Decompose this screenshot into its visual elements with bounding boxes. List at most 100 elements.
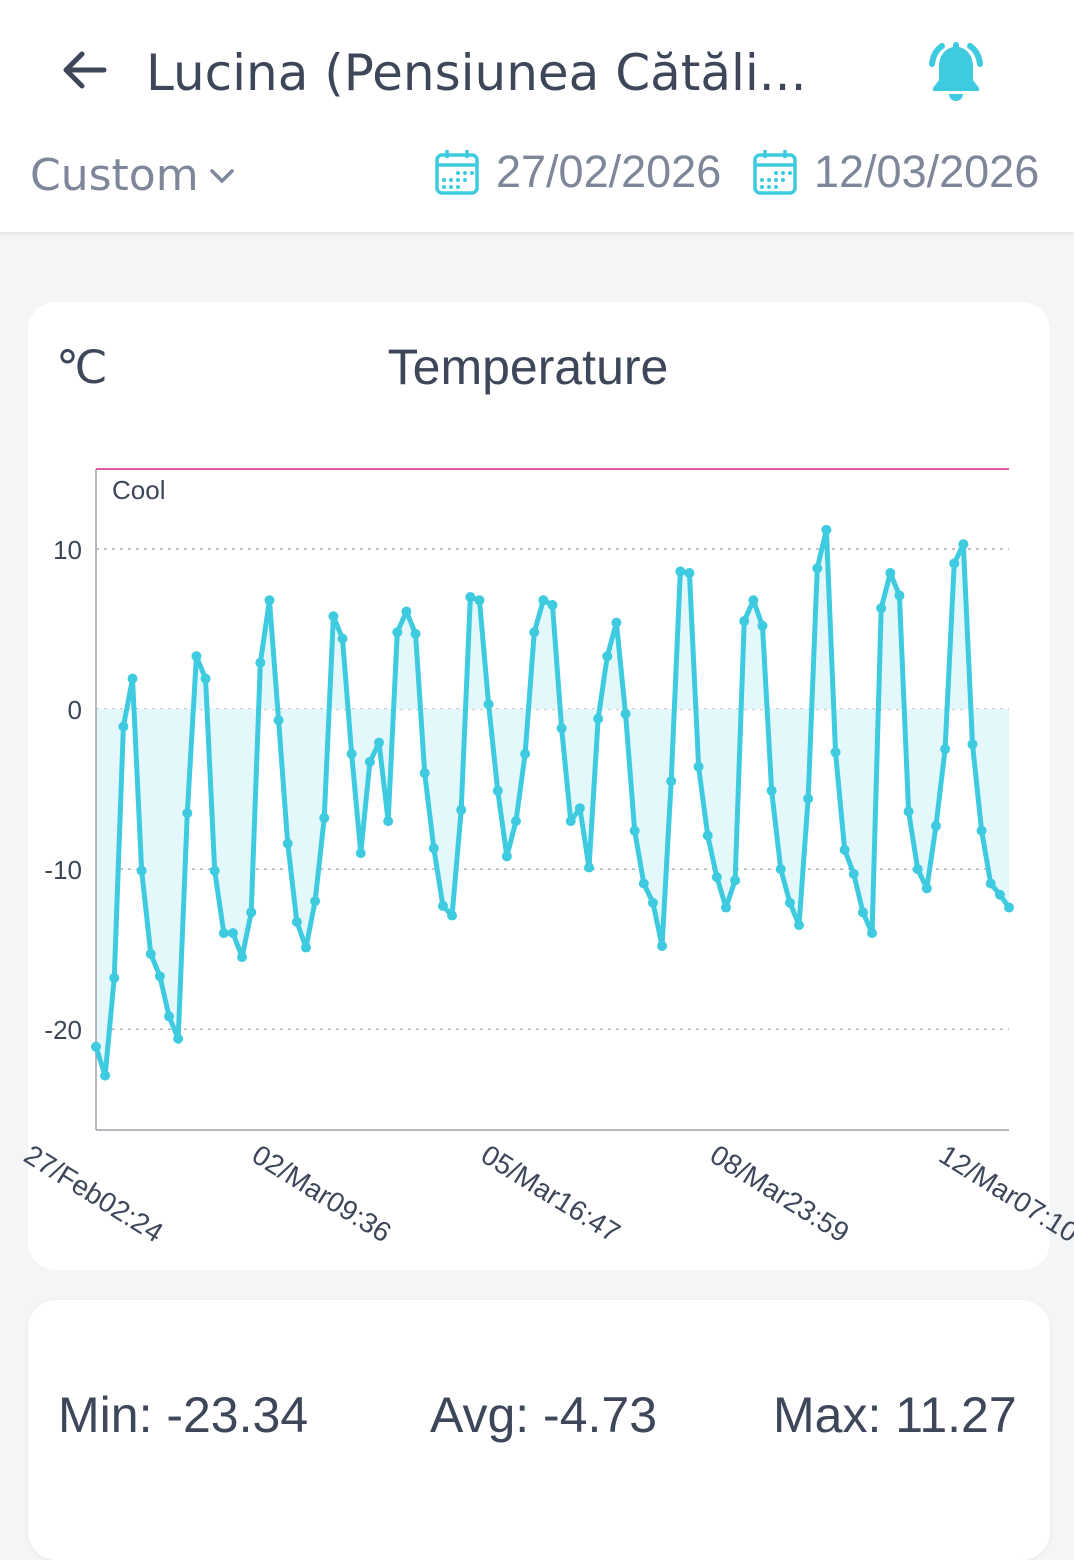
data-point (812, 563, 823, 574)
x-tick-label: 05/Mar16:47 (476, 1139, 626, 1249)
data-point (136, 865, 147, 876)
data-point (611, 617, 622, 628)
data-point (474, 595, 485, 606)
data-point (693, 761, 704, 772)
chevron-down-icon (209, 168, 234, 183)
data-point (921, 883, 932, 894)
data-point (291, 916, 302, 927)
data-point (520, 748, 531, 759)
y-tick-label: 10 (53, 535, 82, 565)
data-point (428, 843, 439, 854)
data-point (483, 699, 494, 710)
calendar-icon (435, 150, 479, 195)
data-point (584, 862, 595, 873)
data-point (629, 825, 640, 836)
temperature-chart[interactable]: 10 0 -10 -20 Cool 27/Feb02:24 02/Mar09:36 05/Ma… (0, 440, 1074, 1260)
data-point (191, 651, 202, 662)
data-point (200, 673, 211, 684)
data-point (127, 673, 138, 684)
data-point (930, 820, 941, 831)
data-point (374, 737, 385, 748)
calendar-icon (753, 150, 797, 195)
data-point (784, 897, 795, 908)
data-point (666, 776, 677, 787)
data-point (976, 825, 987, 836)
data-point (848, 868, 859, 879)
end-date-picker[interactable]: 12/03/2026 (752, 146, 1039, 198)
data-point (912, 864, 923, 875)
data-point (255, 657, 266, 668)
data-point (593, 713, 604, 724)
data-point (392, 627, 403, 638)
data-point (501, 851, 512, 862)
data-point (794, 920, 805, 931)
data-point (401, 606, 412, 617)
data-point (364, 756, 375, 767)
data-point (246, 907, 257, 918)
data-point (711, 872, 722, 883)
data-point (602, 651, 613, 662)
area-fill (96, 529, 1009, 1076)
stat-max: Max: 11.27 (773, 1387, 1017, 1443)
data-point (145, 948, 156, 959)
data-point (994, 889, 1005, 900)
alarm-button[interactable] (918, 34, 994, 110)
data-point (867, 928, 878, 939)
data-point (985, 878, 996, 889)
data-point (885, 568, 896, 579)
data-point (775, 864, 786, 875)
data-point (154, 971, 165, 982)
data-point (830, 747, 841, 758)
data-point (447, 910, 458, 921)
data-point (821, 524, 832, 535)
data-point (684, 568, 695, 579)
x-tick-label: 02/Mar09:36 (247, 1139, 397, 1249)
page-title: Lucina (Pensiunea Cătăli... (146, 44, 807, 102)
data-point (237, 952, 248, 963)
data-point (620, 708, 631, 719)
start-date-picker[interactable]: 27/02/2026 (434, 146, 721, 198)
data-point (638, 878, 649, 889)
data-point (958, 539, 969, 550)
data-point (730, 875, 741, 886)
y-axis-unit: ℃ (56, 341, 108, 393)
data-point (346, 748, 357, 759)
y-tick-label: -20 (44, 1015, 82, 1045)
data-point (273, 715, 284, 726)
data-point (876, 603, 887, 614)
data-point (675, 566, 686, 577)
data-point (164, 1011, 175, 1022)
app-header: Lucina (Pensiunea Cătăli... Custom 27/02… (0, 0, 1074, 232)
data-point (456, 804, 467, 815)
data-point (109, 972, 120, 983)
range-label: Custom (30, 150, 199, 201)
data-point (657, 940, 668, 951)
data-point (410, 628, 421, 639)
data-point (949, 558, 960, 569)
arrow-left-icon (63, 51, 107, 89)
x-tick-label: 27/Feb02:24 (19, 1139, 169, 1249)
data-point (319, 812, 330, 823)
data-point (100, 1070, 111, 1081)
data-point (118, 721, 129, 732)
start-date: 27/02/2026 (496, 146, 722, 197)
data-point (492, 785, 503, 796)
data-point (647, 897, 658, 908)
data-point (300, 942, 311, 953)
data-point (720, 902, 731, 913)
data-point (556, 723, 567, 734)
data-point (839, 844, 850, 855)
data-point (355, 848, 366, 859)
data-point (1004, 902, 1014, 913)
data-point (803, 793, 814, 804)
range-dropdown[interactable]: Custom (30, 150, 235, 201)
data-point (328, 611, 339, 622)
data-point (967, 739, 978, 750)
data-point (91, 1041, 101, 1052)
data-point (264, 595, 275, 606)
data-point (748, 595, 759, 606)
stat-avg: Avg: -4.73 (430, 1387, 658, 1443)
back-button[interactable] (60, 48, 110, 92)
y-tick-label: 0 (68, 695, 82, 725)
data-point (218, 928, 229, 939)
